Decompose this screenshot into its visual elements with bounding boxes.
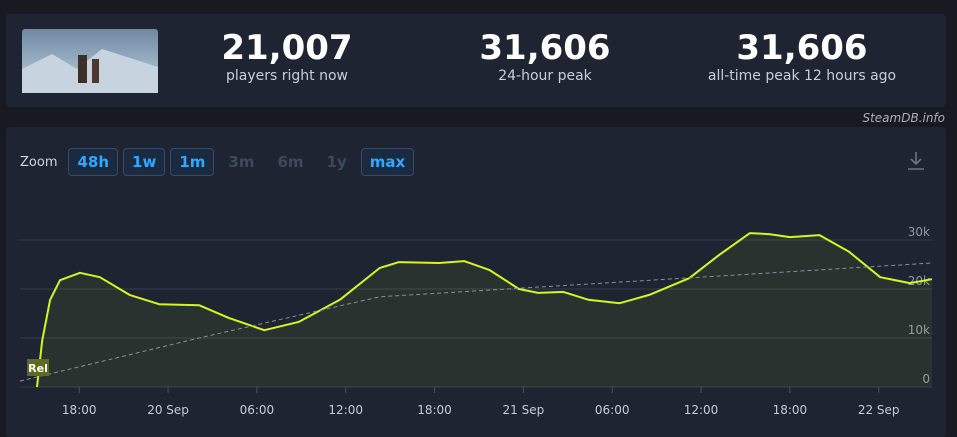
stat-label: players right now [226,68,348,84]
trend-line [19,262,933,382]
download-icon[interactable] [905,150,927,172]
stat-value: 31,606 [736,28,868,68]
x-tick-label: 06:00 [240,403,275,417]
x-tick-label: 06:00 [595,403,630,417]
x-tick-label: 18:00 [417,403,452,417]
x-tick-label: 21 Sep [503,403,545,417]
game-thumbnail [22,29,158,93]
zoom-button[interactable]: max [360,148,415,176]
zoom-button: 6m [277,153,304,171]
x-tick-label: 12:00 [684,403,719,417]
y-tick-label: 10k [908,323,930,337]
zoom-bar: Zoom 48h 1w 1m 3m 6m 1y max [20,148,415,176]
stat: 31,606 24-hour peak [425,28,665,84]
area-fill [37,233,932,387]
series-line [36,232,933,388]
x-tick-label: 12:00 [328,403,363,417]
zoom-button[interactable]: 1w [123,148,166,176]
stat: 31,606 all-time peak 12 hours ago [682,28,922,84]
x-tick-label: 18:00 [62,403,97,417]
zoom-label: Zoom [20,154,58,170]
y-tick-label: 0 [922,372,930,386]
y-tick-label: 30k [908,225,930,239]
zoom-button: 3m [228,153,255,171]
x-tick-label: 18:00 [773,403,808,417]
stat-label: 24-hour peak [498,68,592,84]
stat-value: 21,007 [221,28,353,68]
zoom-button: 1y [326,153,347,171]
zoom-button[interactable]: 1m [170,148,215,176]
annotation: Rel [28,362,48,375]
x-tick-label: 20 Sep [147,403,189,417]
stat-label: all-time peak 12 hours ago [707,68,897,84]
stats-panel [6,14,946,107]
stat-value: 31,606 [479,28,611,68]
credit: SteamDB.info [862,111,945,125]
annotation-box [27,359,50,376]
chart-panel [6,127,946,437]
stat: 21,007 players right now [167,28,407,84]
x-tick-label: 22 Sep [858,403,900,417]
zoom-button[interactable]: 48h [68,148,119,176]
